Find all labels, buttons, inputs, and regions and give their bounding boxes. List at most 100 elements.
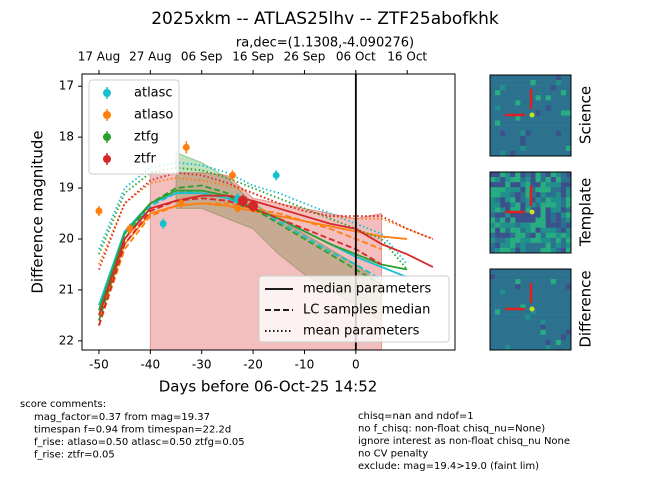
stamp-pixel <box>540 120 546 126</box>
stamp-pixel <box>530 242 536 249</box>
stamp-pixel <box>515 207 521 213</box>
stamp-pixel <box>500 314 506 320</box>
stamp-pixel <box>490 237 496 244</box>
stamp-pixel <box>525 90 531 96</box>
stamp-pixel <box>510 242 516 249</box>
stamp-pixel <box>525 110 531 116</box>
stamp-pixel <box>500 324 506 331</box>
stamp-pixel <box>535 237 541 244</box>
stamp-pixel <box>520 135 526 142</box>
stamp-pixel <box>565 135 572 142</box>
stamp-pixel <box>545 329 552 336</box>
stamp-pixel <box>545 237 552 244</box>
stamp-pixel <box>515 222 521 228</box>
stamp-pixel <box>560 319 567 325</box>
stamp-pixel <box>525 177 531 183</box>
stamp-pixel <box>565 150 572 157</box>
stamp-pixel <box>560 80 567 86</box>
stamp-source <box>529 306 535 312</box>
stamp-pixel <box>535 309 541 315</box>
stamp-pixel <box>520 75 526 81</box>
stamp-pixel <box>510 227 516 234</box>
chart-subtitle: ra,dec=(1.1308,-4.090276) <box>236 36 414 51</box>
stamp-pixel <box>520 334 526 341</box>
stamp-pixel <box>535 95 541 101</box>
stamp-pixel <box>550 140 557 147</box>
stamp-pixel <box>540 344 546 351</box>
stamp-pixel <box>525 202 531 208</box>
stamp-pixel <box>565 192 572 198</box>
stamp-pixel <box>545 105 552 111</box>
stamp-pixel <box>550 80 557 86</box>
stamp-pixel <box>560 339 567 346</box>
stamp-pixel <box>490 344 496 351</box>
stamp-pixel <box>555 207 562 213</box>
stamp-pixel <box>550 85 557 91</box>
stamp-pixel <box>490 217 496 223</box>
stamp-pixel <box>525 130 531 137</box>
stamp-pixel <box>540 187 546 193</box>
stamp-pixel <box>525 284 531 290</box>
stamp-pixel <box>515 202 521 208</box>
stamp-pixel <box>535 150 541 157</box>
stamp-pixel <box>510 274 516 280</box>
stamp-pixel <box>510 309 516 315</box>
stamp-pixel <box>510 172 516 178</box>
stamp-pixel <box>515 182 521 188</box>
stamp-pixel <box>505 232 511 239</box>
stamp-pixel <box>550 100 557 106</box>
stamp-pixel <box>555 100 562 106</box>
stamp-pixel <box>515 217 521 223</box>
stamp-pixel <box>535 304 541 310</box>
stamp-pixel <box>510 289 516 295</box>
stamp-pixel <box>525 172 531 178</box>
stamp-pixel <box>515 289 521 295</box>
stamp-pixel <box>540 75 546 81</box>
stamp-pixel <box>510 110 516 116</box>
stamp-pixel <box>555 130 562 137</box>
stamp-pixel <box>560 247 567 254</box>
stamp-pixel <box>560 217 567 223</box>
stamp-pixel <box>515 115 521 121</box>
stamp-pixel <box>565 140 572 147</box>
stamp-pixel <box>490 304 496 310</box>
stamp-pixel <box>500 207 506 213</box>
stamp-pixel <box>560 294 567 300</box>
stamp-pixel <box>545 222 552 228</box>
stamp-pixel <box>525 304 531 310</box>
stamp-pixel <box>565 182 572 188</box>
stamp-pixel <box>510 75 516 81</box>
stamp-pixel <box>495 309 501 315</box>
stamp-pixel <box>520 140 526 147</box>
stamp-pixel <box>505 105 511 111</box>
stamp-pixel <box>500 182 506 188</box>
stamp-pixel <box>560 279 567 285</box>
stamp-pixel <box>555 150 562 157</box>
stamp-pixel <box>510 135 516 142</box>
stamp-pixel <box>520 120 526 126</box>
stamp-pixel <box>495 125 501 131</box>
stamp-pixel <box>505 274 511 280</box>
stamp-pixel <box>490 172 496 178</box>
y-tick-label: 18 <box>59 130 74 144</box>
stamp-pixel <box>550 227 557 234</box>
stamp-pixel <box>505 339 511 346</box>
stamp-pixel <box>545 75 552 81</box>
stamp-pixel <box>495 289 501 295</box>
stamp-pixel <box>510 334 516 341</box>
stamp-pixel <box>490 329 496 336</box>
stamp-pixel <box>495 284 501 290</box>
stamp-pixel <box>510 105 516 111</box>
stamp-pixel <box>540 182 546 188</box>
stamp-frame <box>489 171 572 254</box>
stamp-pixel <box>505 140 511 147</box>
stamp-pixel <box>515 135 521 142</box>
stamp-pixel <box>525 344 531 351</box>
stamp-pixel <box>535 279 541 285</box>
stamp-pixel <box>505 237 511 244</box>
legend-label: LC samples median <box>303 303 430 318</box>
stamp-pixel <box>520 232 526 239</box>
stamp-label: Science <box>577 86 595 144</box>
stamp-pixel <box>530 115 536 121</box>
stamp-pixel <box>500 227 506 234</box>
